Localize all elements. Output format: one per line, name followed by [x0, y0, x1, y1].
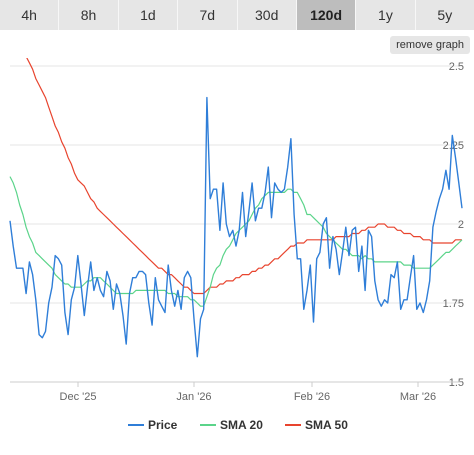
tab-5y[interactable]: 5y	[415, 0, 474, 30]
tab-30d[interactable]: 30d	[237, 0, 297, 30]
timeframe-tabs: 4h 8h 1d 7d 30d 120d 1y 5y	[0, 0, 474, 30]
x-tick-label: Dec '25	[60, 391, 97, 403]
series-line-sma-20	[9, 176, 463, 307]
x-tick-label: Feb '26	[294, 391, 330, 403]
tab-7d[interactable]: 7d	[178, 0, 238, 30]
tab-120d[interactable]: 120d	[296, 0, 357, 30]
y-tick-label: 1.75	[443, 298, 464, 310]
series	[9, 58, 463, 358]
x-tick-label: Mar '26	[400, 391, 436, 403]
tab-1y[interactable]: 1y	[356, 0, 416, 30]
legend-item-price[interactable]: Price	[148, 418, 178, 432]
tab-4h[interactable]: 4h	[0, 0, 60, 30]
grid	[10, 65, 462, 383]
y-tick-label: 1.5	[449, 377, 464, 389]
series-line-price	[9, 96, 463, 358]
legend-item-sma-20[interactable]: SMA 20	[220, 418, 263, 432]
x-tick-label: Jan '26	[176, 391, 211, 403]
series-line-sma-50	[26, 58, 462, 295]
remove-graph-button[interactable]: remove graph	[390, 36, 470, 54]
legend-item-sma-50[interactable]: SMA 50	[305, 418, 348, 432]
y-tick-label: 2	[458, 219, 464, 231]
tab-1d[interactable]: 1d	[118, 0, 179, 30]
legend: Price SMA 20 SMA 50	[128, 418, 348, 432]
tab-8h[interactable]: 8h	[59, 0, 119, 30]
y-tick-label: 2.5	[449, 61, 464, 73]
x-axis: Dec '25 Jan '26 Feb '26 Mar '26	[10, 381, 462, 403]
